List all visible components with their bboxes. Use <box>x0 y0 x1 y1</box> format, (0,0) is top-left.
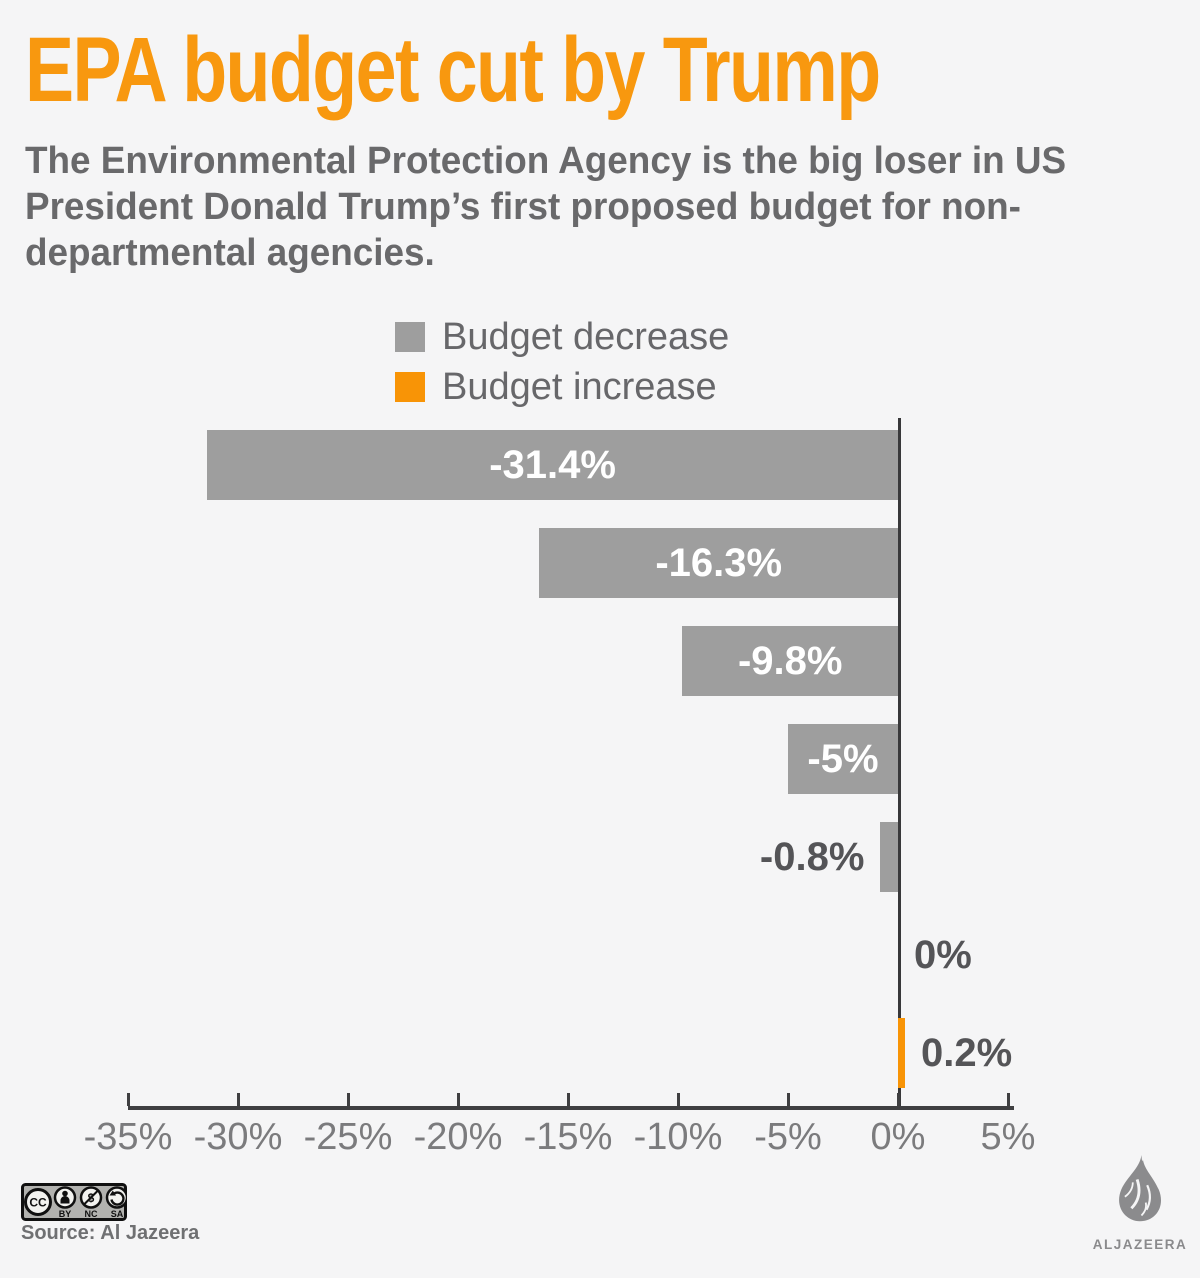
x-axis-tick-label: -15% <box>523 1116 613 1158</box>
zero-axis-line <box>898 418 901 1110</box>
bar-value-label: -16.3% <box>655 541 783 585</box>
x-axis-tick-label: -30% <box>193 1116 283 1158</box>
decrease-swatch-icon <box>395 322 425 352</box>
svg-text:CC: CC <box>29 1196 47 1210</box>
x-axis-tick-label: 5% <box>980 1116 1036 1158</box>
aljazeera-logo: ALJAZEERA <box>1085 1152 1195 1252</box>
x-axis-tick-label: -25% <box>303 1116 393 1158</box>
bar-value-label: 0% <box>914 933 972 977</box>
legend-item-increase: Budget increase <box>395 368 729 406</box>
subtitle: The Environmental Protection Agency is t… <box>25 140 1067 274</box>
x-axis-tick <box>896 1093 900 1106</box>
cc-license-badge: CC BY $ NC SA <box>21 1183 129 1226</box>
bar-value-label: -0.8% <box>759 835 865 879</box>
legend-label-increase: Budget increase <box>442 366 717 408</box>
svg-text:SA: SA <box>111 1209 124 1219</box>
aljazeera-logo-text: ALJAZEERA <box>1092 1237 1188 1252</box>
x-axis-tick-label: -20% <box>413 1116 503 1158</box>
cc-icon <box>24 1188 52 1216</box>
x-axis-tick <box>1006 1093 1010 1106</box>
bar-value-label: -31.4% <box>489 443 616 487</box>
x-axis-line <box>128 1106 1014 1110</box>
svg-text:BY: BY <box>59 1209 72 1219</box>
bar <box>880 822 898 892</box>
x-axis-tick <box>346 1093 350 1106</box>
x-axis-tick <box>456 1093 460 1106</box>
bar <box>898 1018 905 1088</box>
x-axis-tick-label: -5% <box>754 1116 822 1158</box>
bar <box>539 528 898 598</box>
legend: Budget decrease Budget increase <box>395 318 729 422</box>
svg-text:NC: NC <box>85 1209 98 1219</box>
aljazeera-flame-icon <box>1119 1155 1162 1222</box>
x-axis-tick <box>126 1093 130 1106</box>
legend-label-decrease: Budget decrease <box>442 316 730 358</box>
x-axis-tick-label: -35% <box>83 1116 173 1158</box>
x-axis-tick-label: -10% <box>633 1116 723 1158</box>
x-axis-tick <box>236 1093 240 1106</box>
source-credit: Source: Al Jazeera <box>21 1222 200 1244</box>
x-axis-tick <box>566 1093 570 1106</box>
increase-swatch-icon <box>395 372 425 402</box>
bar-chart: -31.4% -16.3% -9.8% -5% -0.8% 0% 0.2% -35% -30% -… <box>0 410 1200 1200</box>
bar-value-label: 0.2% <box>921 1031 1013 1075</box>
x-axis-tick <box>676 1093 680 1106</box>
legend-item-decrease: Budget decrease <box>395 318 729 356</box>
cc-by-nc-sa-icon: CC BY $ NC SA <box>21 1183 129 1221</box>
x-axis-tick-label: 0% <box>870 1116 926 1158</box>
x-axis-tick <box>786 1093 790 1106</box>
page-title: EPA budget cut by Trump <box>25 19 881 121</box>
bar <box>682 626 898 696</box>
bar-value-label: -9.8% <box>737 639 843 683</box>
bar <box>207 430 898 500</box>
bar <box>788 724 898 794</box>
bar-value-label: -5% <box>807 737 879 781</box>
